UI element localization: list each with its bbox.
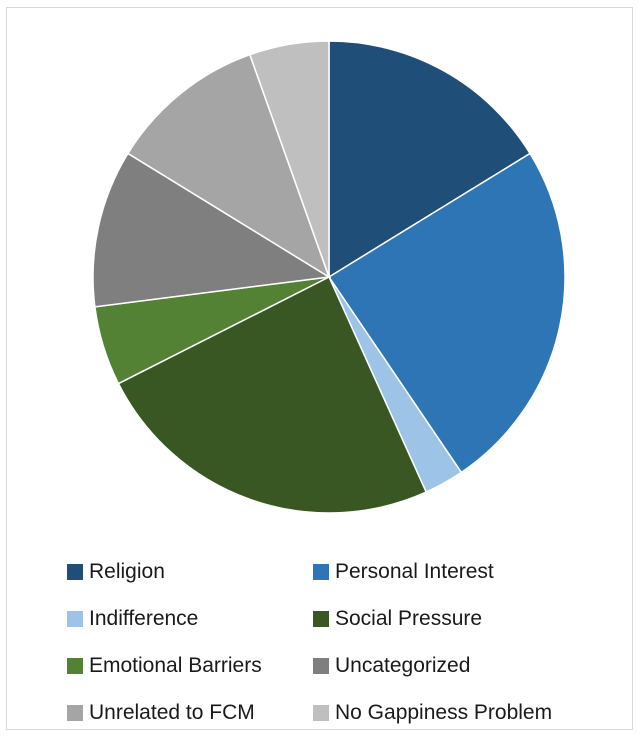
chart-area: Religion Personal Interest Indifference Soc…	[6, 7, 633, 730]
legend-item-uncategorized: Uncategorized	[313, 650, 613, 681]
legend-swatch	[313, 704, 329, 721]
legend-swatch	[67, 610, 83, 627]
pie-slice-personal-interest	[327, 152, 566, 474]
pie-slice-religion	[328, 40, 532, 279]
pie-slice-uncategorized	[92, 152, 332, 308]
pie-slice-social-pressure	[117, 275, 428, 514]
legend-item-no-gappiness-problem: No Gappiness Problem	[313, 697, 613, 728]
legend-swatch	[67, 563, 83, 580]
legend-label: Religion	[89, 559, 165, 583]
legend-swatch	[313, 610, 329, 627]
legend-label: No Gappiness Problem	[335, 700, 553, 724]
legend-label: Unrelated to FCM	[89, 700, 255, 724]
legend-item-social-pressure: Social Pressure	[313, 603, 613, 634]
pie-slice-unrelated-to-fcm	[126, 53, 331, 279]
legend-swatch	[67, 704, 83, 721]
legend-label: Emotional Barriers	[89, 653, 262, 677]
legend-item-religion: Religion	[67, 556, 313, 587]
legend-label: Indifference	[89, 606, 199, 630]
legend-item-indifference: Indifference	[67, 603, 313, 634]
legend-item-unrelated-to-fcm: Unrelated to FCM	[67, 697, 313, 728]
pie-slice-no-gappiness-problem	[248, 40, 330, 278]
legend-label: Social Pressure	[335, 606, 483, 630]
legend-swatch	[67, 657, 83, 674]
legend-label: Personal Interest	[335, 559, 494, 583]
legend-item-personal-interest: Personal Interest	[313, 556, 613, 587]
legend-swatch	[313, 563, 329, 580]
pie-chart	[92, 40, 566, 514]
legend-item-emotional-barriers: Emotional Barriers	[67, 650, 313, 681]
legend-swatch	[313, 657, 329, 674]
legend-label: Uncategorized	[335, 653, 471, 677]
legend: Religion Personal Interest Indifference Soc…	[67, 556, 627, 728]
